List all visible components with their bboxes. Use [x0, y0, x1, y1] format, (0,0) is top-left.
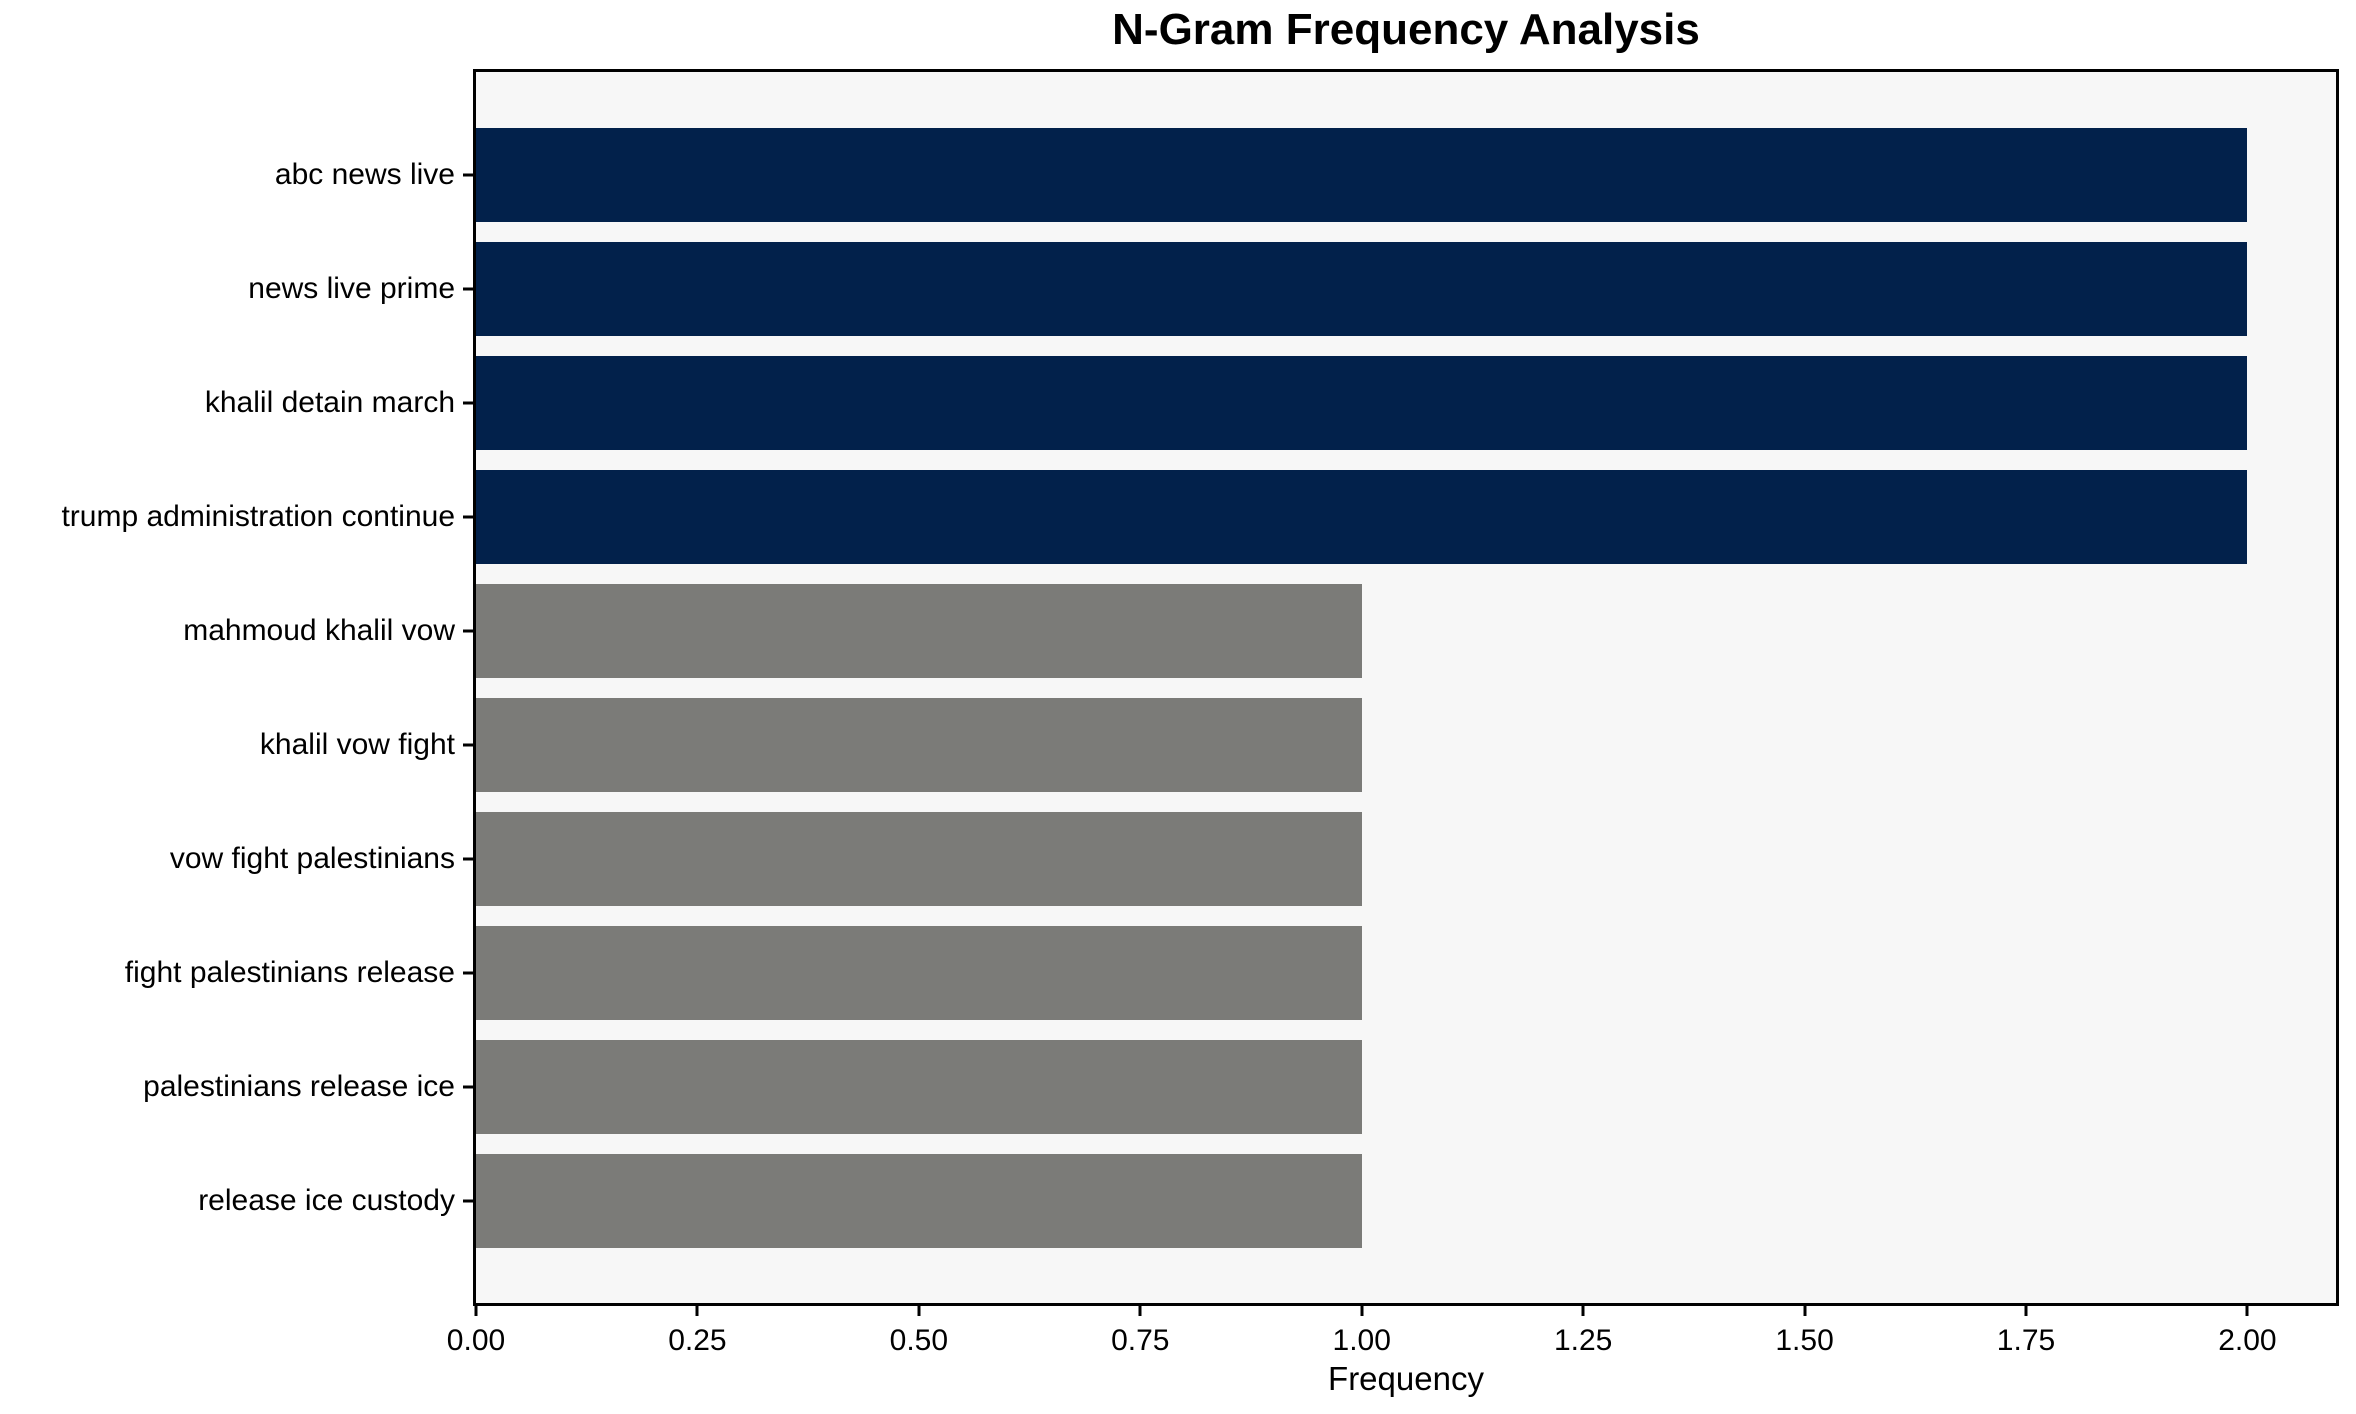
y-tick-label-khalil-vow-fight: khalil vow fight	[259, 728, 455, 761]
y-tick-label-trump-administration-continue: trump administration continue	[61, 500, 455, 533]
bar-mahmoud-khalil-vow	[476, 584, 1362, 678]
bar-khalil-detain-march	[476, 356, 2248, 450]
y-tick-label-mahmoud-khalil-vow: mahmoud khalil vow	[183, 614, 455, 647]
bar-khalil-vow-fight	[476, 698, 1362, 792]
x-tick-mark	[2245, 1303, 2249, 1316]
chart-title: N-Gram Frequency Analysis	[1112, 5, 1700, 54]
bar-release-ice-custody	[476, 1154, 1362, 1248]
x-tick-label-0.50: 0.50	[889, 1324, 949, 1357]
bar-palestinians-release-ice	[476, 1040, 1362, 1134]
y-tick-label-news-live-prime: news live prime	[248, 272, 455, 305]
y-tick-mark	[463, 515, 473, 519]
x-tick-label-1.00: 1.00	[1332, 1324, 1391, 1357]
y-tick-label-fight-palestinians-release: fight palestinians release	[124, 956, 455, 989]
y-tick-label-release-ice-custody: release ice custody	[198, 1184, 455, 1217]
y-tick-label-abc-news-live: abc news live	[274, 158, 455, 191]
x-tick-label-1.75: 1.75	[1996, 1324, 2056, 1357]
x-tick-mark	[917, 1303, 921, 1316]
x-tick-mark	[1581, 1303, 1585, 1316]
x-tick-mark	[695, 1303, 699, 1316]
y-tick-label-khalil-detain-march: khalil detain march	[204, 386, 455, 419]
x-tick-label-1.25: 1.25	[1553, 1324, 1613, 1357]
x-tick-mark	[2024, 1303, 2028, 1316]
bar-vow-fight-palestinians	[476, 812, 1362, 906]
bar-abc-news-live	[476, 128, 2248, 222]
x-tick-mark	[1360, 1303, 1364, 1316]
x-tick-label-1.50: 1.50	[1775, 1324, 1834, 1357]
x-axis-label: Frequency	[1328, 1360, 1484, 1397]
x-tick-label-0.25: 0.25	[668, 1324, 727, 1357]
y-tick-mark	[463, 1085, 473, 1089]
bar-trump-administration-continue	[476, 470, 2248, 564]
x-tick-label-0.00: 0.00	[446, 1324, 506, 1357]
x-tick-mark	[1803, 1303, 1807, 1316]
y-tick-mark	[463, 629, 473, 633]
x-tick-label-0.75: 0.75	[1111, 1324, 1170, 1357]
y-tick-label-vow-fight-palestinians: vow fight palestinians	[169, 842, 455, 875]
y-tick-mark	[463, 401, 473, 405]
y-tick-label-palestinians-release-ice: palestinians release ice	[143, 1070, 455, 1103]
y-tick-mark	[463, 857, 473, 861]
x-tick-label-2.00: 2.00	[2218, 1324, 2277, 1357]
y-tick-mark	[463, 1199, 473, 1203]
x-tick-mark	[474, 1303, 478, 1316]
y-tick-mark	[463, 287, 473, 291]
bar-fight-palestinians-release	[476, 926, 1362, 1020]
bar-news-live-prime	[476, 242, 2248, 336]
plot-area	[473, 69, 2339, 1306]
x-tick-mark	[1138, 1303, 1142, 1316]
y-tick-mark	[463, 173, 473, 177]
y-tick-mark	[463, 971, 473, 975]
y-tick-mark	[463, 743, 473, 747]
